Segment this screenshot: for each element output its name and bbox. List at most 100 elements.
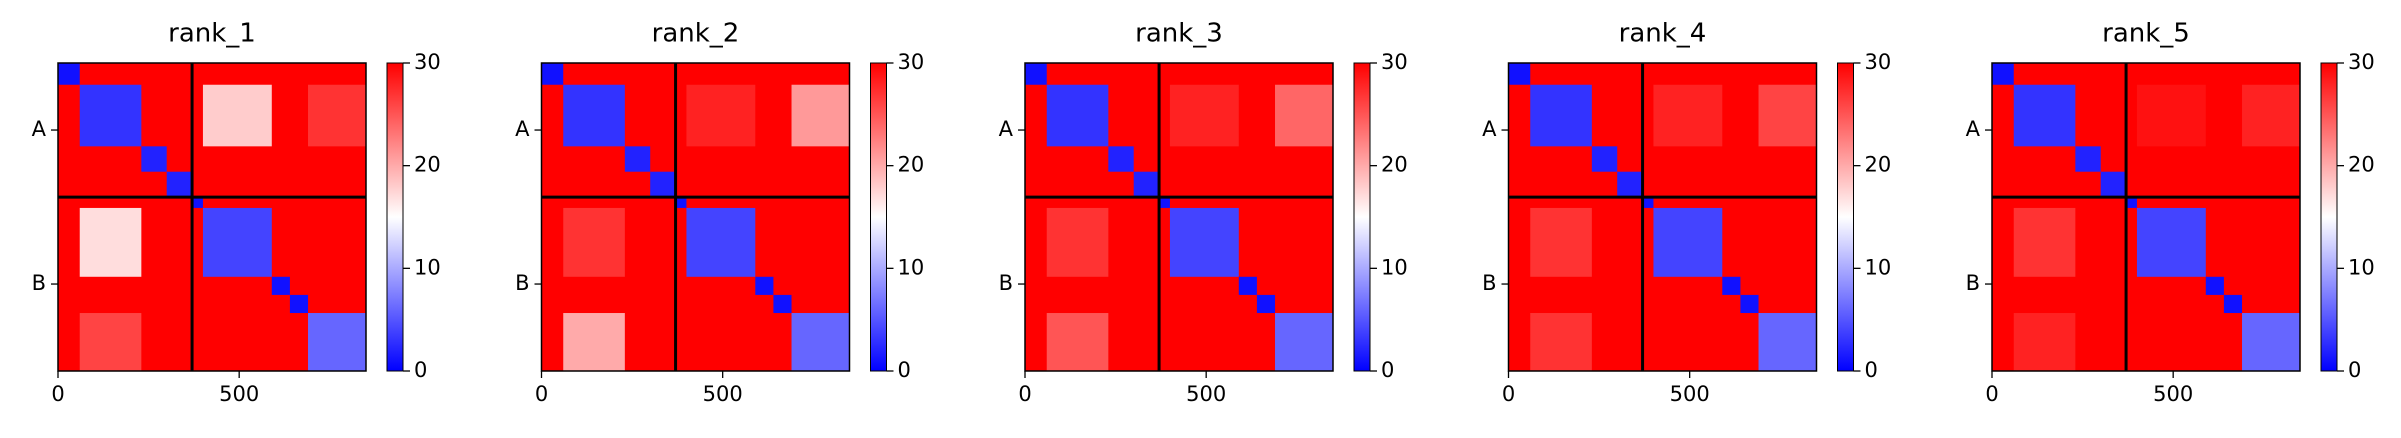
heatmap-cell — [58, 63, 80, 85]
colorbar-tick-label: 30 — [2348, 50, 2375, 74]
heatmap-cell — [2013, 84, 2076, 147]
heatmap-cell — [2126, 197, 2137, 208]
y-tick-label: B — [32, 271, 46, 295]
heatmap-cell — [2242, 313, 2300, 371]
heatmap-cell — [1617, 171, 1643, 198]
heatmap-cell — [1046, 313, 1109, 371]
colorbar-tick-label: 30 — [1865, 50, 1892, 74]
heatmap-cell — [1169, 84, 1239, 147]
panel: rank_2 0 500 A B 0 10 20 30 — [515, 19, 924, 407]
axes-frame — [57, 62, 367, 372]
panel: rank_4 0 500 A B 0 10 20 30 — [1482, 19, 1891, 407]
heatmap-cell — [2136, 207, 2206, 277]
y-tick-label: A — [515, 117, 530, 141]
heatmap-cell — [624, 146, 651, 172]
colorbar — [2320, 62, 2338, 372]
axes-frame — [1507, 62, 1818, 372]
heatmap-cell — [1169, 207, 1239, 277]
x-tick-label: 500 — [1186, 382, 1226, 406]
y-tick-label: A — [999, 117, 1014, 141]
panel-title: rank_2 — [652, 19, 740, 49]
heatmap-cell — [1758, 84, 1817, 147]
heatmap-cell — [2013, 313, 2076, 371]
colorbar-tick-label: 10 — [2348, 255, 2375, 279]
colorbar-tick-label: 30 — [414, 50, 441, 74]
x-tick-label: 500 — [703, 382, 743, 406]
colorbar-tick-label: 20 — [898, 153, 925, 177]
heatmap-cell — [79, 207, 142, 277]
heatmap-cell — [308, 313, 366, 371]
heatmap-cell — [192, 197, 203, 208]
y-tick-label: B — [515, 271, 529, 295]
heatmap-cell — [1133, 171, 1160, 198]
heatmap-cell — [1025, 63, 1047, 85]
heatmap-cell — [1530, 84, 1592, 147]
heatmap-cell — [1238, 276, 1257, 295]
axes-frame — [1024, 62, 1334, 372]
heatmap-cell — [1256, 294, 1276, 314]
panel-title: rank_4 — [1619, 19, 1707, 49]
heatmap-cell — [791, 84, 850, 147]
heatmap-cell — [79, 84, 142, 147]
panel: rank_1 0 500 A B 0 10 20 30 — [32, 19, 441, 407]
colorbar-tick-label: 0 — [898, 358, 911, 382]
x-tick-label: 500 — [2153, 382, 2193, 406]
heatmap-cell — [1740, 294, 1759, 314]
heatmap-cell — [650, 171, 676, 198]
heatmap-cell — [541, 63, 564, 85]
heatmap-cell — [686, 207, 756, 277]
panel-title: rank_3 — [1135, 19, 1223, 49]
y-tick-label: B — [999, 271, 1013, 295]
panel-title: rank_1 — [168, 19, 256, 49]
heatmap-cell — [1642, 197, 1654, 208]
heatmap-cell — [563, 313, 625, 371]
heatmap-cell — [79, 313, 142, 371]
heatmap-cell — [755, 276, 774, 295]
heatmap-cell — [773, 294, 792, 314]
heatmap-cell — [675, 197, 687, 208]
heatmap-cell — [1653, 84, 1723, 147]
x-tick-label: 500 — [1670, 382, 1710, 406]
colorbar-tick-label: 10 — [898, 255, 925, 279]
heatmap-cell — [1722, 276, 1741, 295]
heatmap-cell — [1591, 146, 1618, 172]
y-tick-label: A — [1966, 117, 1981, 141]
colorbar-tick-label: 0 — [2348, 358, 2361, 382]
heatmap-cell — [141, 146, 167, 172]
colorbar-tick-label: 0 — [414, 358, 427, 382]
heatmap-cell — [1992, 63, 2014, 85]
heatmap-cell — [166, 171, 193, 198]
heatmap-cell — [2136, 84, 2206, 147]
colorbar-tick-label: 10 — [414, 255, 441, 279]
heatmap-cell — [791, 313, 850, 371]
heatmap-cell — [1530, 313, 1592, 371]
heatmap-cell — [1159, 197, 1170, 208]
heatmap-cell — [1108, 146, 1134, 172]
y-tick-label: B — [1482, 271, 1496, 295]
colorbar-tick-label: 20 — [2348, 153, 2375, 177]
x-tick-label: 500 — [219, 382, 259, 406]
y-tick-label: B — [1966, 271, 1980, 295]
heatmap-cell — [1653, 207, 1723, 277]
colorbar — [870, 62, 887, 372]
heatmap-cell — [1275, 84, 1333, 147]
heatmap-cell — [2223, 294, 2243, 314]
heatmap-cell — [2242, 84, 2300, 147]
colorbar-tick-label: 10 — [1381, 255, 1408, 279]
heatmap-cell — [2205, 276, 2224, 295]
heatmap-cell — [1046, 207, 1109, 277]
heatmap-cell — [308, 84, 366, 147]
panel-title: rank_5 — [2102, 19, 2190, 49]
x-tick-label: 0 — [1018, 382, 1031, 406]
heatmap-cell — [271, 276, 290, 295]
colorbar-tick-label: 0 — [1381, 358, 1394, 382]
colorbar-tick-label: 20 — [1381, 153, 1408, 177]
heatmap-cell — [563, 84, 625, 147]
heatmap-cell — [202, 207, 272, 277]
panel: rank_3 0 500 A B 0 10 20 30 — [999, 19, 1408, 407]
colorbar-tick-label: 20 — [414, 153, 441, 177]
heatmap-cell — [686, 84, 756, 147]
heatmap-cell — [1275, 313, 1333, 371]
axes-frame — [1991, 62, 2301, 372]
